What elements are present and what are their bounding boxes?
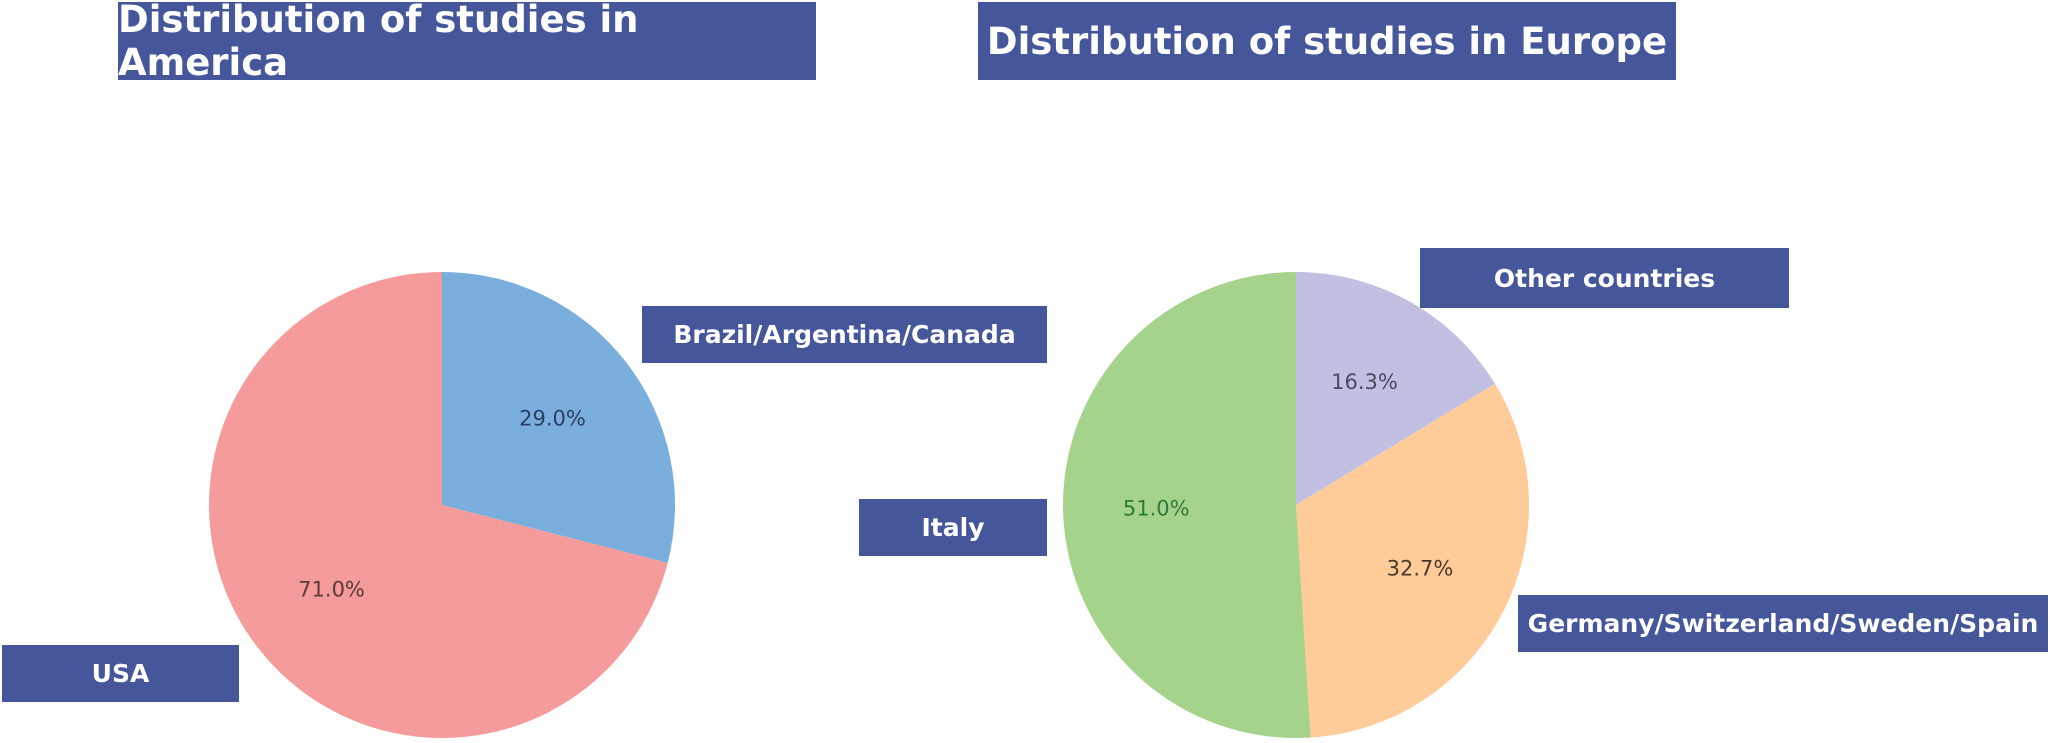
pie-value-label-italy: 51.0% [1123, 496, 1190, 520]
pie-value-label-brazil-argentina-canada: 29.0% [519, 406, 586, 430]
chart-title-europe: Distribution of studies in Europe [978, 2, 1676, 80]
legend-label-germany-switzerland-sweden-spain: Germany/Switzerland/Sweden/Spain [1518, 595, 2048, 652]
legend-label-italy: Italy [859, 499, 1047, 556]
pie-slice-italy [1062, 272, 1311, 739]
pie-slice-brazil-argentina-canada [442, 272, 675, 563]
chart-title-america: Distribution of studies in America [118, 0, 816, 84]
legend-label-other-countries: Other countries [1420, 248, 1789, 308]
pie-value-label-germany-switzerland-sweden-spain: 32.7% [1387, 557, 1454, 581]
pie-slice-germany-switzerland-sweden-spain [1296, 383, 1529, 738]
legend-label-usa: USA [2, 645, 239, 702]
pie-slice-other-countries [1296, 272, 1496, 505]
pie-europe: 16.3% 32.7% 51.0% [1062, 272, 1529, 739]
pie-value-label-usa: 71.0% [298, 578, 365, 602]
pie-slice-usa [209, 272, 668, 738]
pie-america: 29.0% 71.0% [209, 272, 675, 738]
legend-label-brazil-argentina-canada: Brazil/Argentina/Canada [642, 306, 1047, 363]
pie-value-label-other-countries: 16.3% [1331, 370, 1398, 394]
